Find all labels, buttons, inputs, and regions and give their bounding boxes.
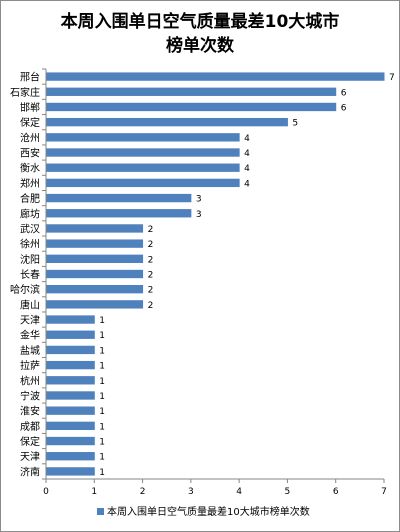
data-label: 4 — [244, 134, 250, 144]
bar — [46, 239, 144, 248]
category-label: 济南 — [20, 465, 40, 478]
category-label: 廊坊 — [20, 207, 40, 220]
chart-title-line2: 榜单次数 — [166, 36, 234, 56]
category-label: 哈尔滨 — [10, 283, 40, 296]
data-label: 6 — [341, 88, 347, 98]
category-label: 保定 — [20, 435, 40, 448]
category-label: 武汉 — [20, 222, 40, 235]
data-label: 2 — [148, 286, 154, 296]
bar — [46, 148, 240, 157]
bar — [46, 102, 337, 112]
data-label: 2 — [148, 255, 154, 265]
bar — [46, 330, 95, 339]
data-label: 4 — [244, 164, 250, 174]
category-label: 西安 — [20, 147, 40, 160]
category-label: 杭州 — [20, 374, 40, 387]
bar — [46, 391, 95, 400]
category-label: 金华 — [20, 329, 40, 342]
category-label: 成都 — [20, 421, 40, 433]
bar — [46, 193, 192, 203]
data-label: 1 — [99, 422, 105, 432]
bar — [46, 436, 95, 446]
data-label: 5 — [292, 119, 298, 129]
data-label: 7 — [389, 73, 395, 83]
x-tick-label: 3 — [188, 487, 194, 497]
data-label: 1 — [99, 362, 105, 372]
data-label: 2 — [148, 271, 154, 281]
bar — [46, 467, 95, 476]
bar — [46, 254, 144, 263]
data-label: 3 — [196, 210, 202, 220]
data-label: 1 — [99, 331, 105, 341]
data-label: 1 — [99, 407, 105, 417]
data-label: 2 — [148, 301, 154, 311]
data-label: 1 — [99, 468, 105, 478]
bar — [46, 269, 144, 279]
category-label: 沈阳 — [20, 253, 40, 266]
data-label: 1 — [99, 453, 105, 463]
x-tick-label: 1 — [91, 487, 97, 497]
bar — [46, 376, 95, 385]
legend-label: 本周入围单日空气质量最差10大城市榜单次数 — [107, 505, 310, 518]
data-label: 4 — [244, 149, 250, 159]
data-label: 2 — [148, 225, 154, 235]
data-label: 1 — [99, 316, 105, 326]
bar — [46, 133, 240, 142]
bar — [46, 178, 240, 188]
x-tick-label: 2 — [140, 487, 146, 497]
data-label: 1 — [99, 438, 105, 448]
bar — [46, 224, 144, 233]
chart-title: 本周入围单日空气质量最差10大城市 榜单次数 — [0, 10, 400, 58]
bar — [46, 117, 288, 127]
category-label: 唐山 — [20, 298, 40, 311]
category-label: 衡水 — [20, 163, 40, 175]
category-label: 长春 — [20, 269, 40, 281]
data-label: 4 — [244, 179, 250, 189]
category-label: 沧州 — [20, 131, 40, 144]
data-label: 1 — [99, 346, 105, 356]
legend-swatch — [97, 508, 104, 515]
x-tick-label: 4 — [236, 487, 242, 497]
bar — [46, 452, 95, 461]
bar — [46, 360, 95, 370]
x-tick-label: 7 — [381, 487, 387, 497]
bar — [46, 87, 337, 96]
bar — [46, 345, 95, 355]
category-label: 盐城 — [20, 344, 40, 357]
data-label: 1 — [99, 392, 105, 402]
category-label: 徐州 — [20, 238, 40, 251]
category-label: 郑州 — [20, 177, 40, 190]
bar — [46, 421, 95, 431]
bar — [46, 406, 95, 415]
category-label: 邢台 — [20, 71, 40, 84]
category-label: 天津 — [20, 315, 40, 327]
bar — [46, 72, 385, 81]
category-label: 天津 — [20, 451, 40, 463]
category-label: 淮安 — [20, 405, 40, 418]
bar — [46, 163, 240, 172]
bar — [46, 315, 95, 324]
bar — [46, 300, 144, 309]
category-label: 石家庄 — [10, 86, 40, 99]
chart-title-line1: 本周入围单日空气质量最差10大城市 — [60, 12, 340, 32]
data-label: 2 — [148, 240, 154, 250]
category-label: 合肥 — [20, 192, 40, 205]
x-tick-label: 5 — [285, 487, 291, 497]
data-label: 1 — [99, 377, 105, 387]
category-label: 宁波 — [20, 389, 40, 402]
bar — [46, 285, 144, 294]
category-label: 拉萨 — [20, 359, 40, 372]
category-label: 邯郸 — [20, 101, 40, 114]
category-label: 保定 — [20, 116, 40, 129]
bar — [46, 209, 192, 218]
data-label: 3 — [196, 195, 202, 205]
x-tick-label: 0 — [43, 487, 49, 497]
x-tick-label: 6 — [333, 487, 339, 497]
data-label: 6 — [341, 103, 347, 113]
